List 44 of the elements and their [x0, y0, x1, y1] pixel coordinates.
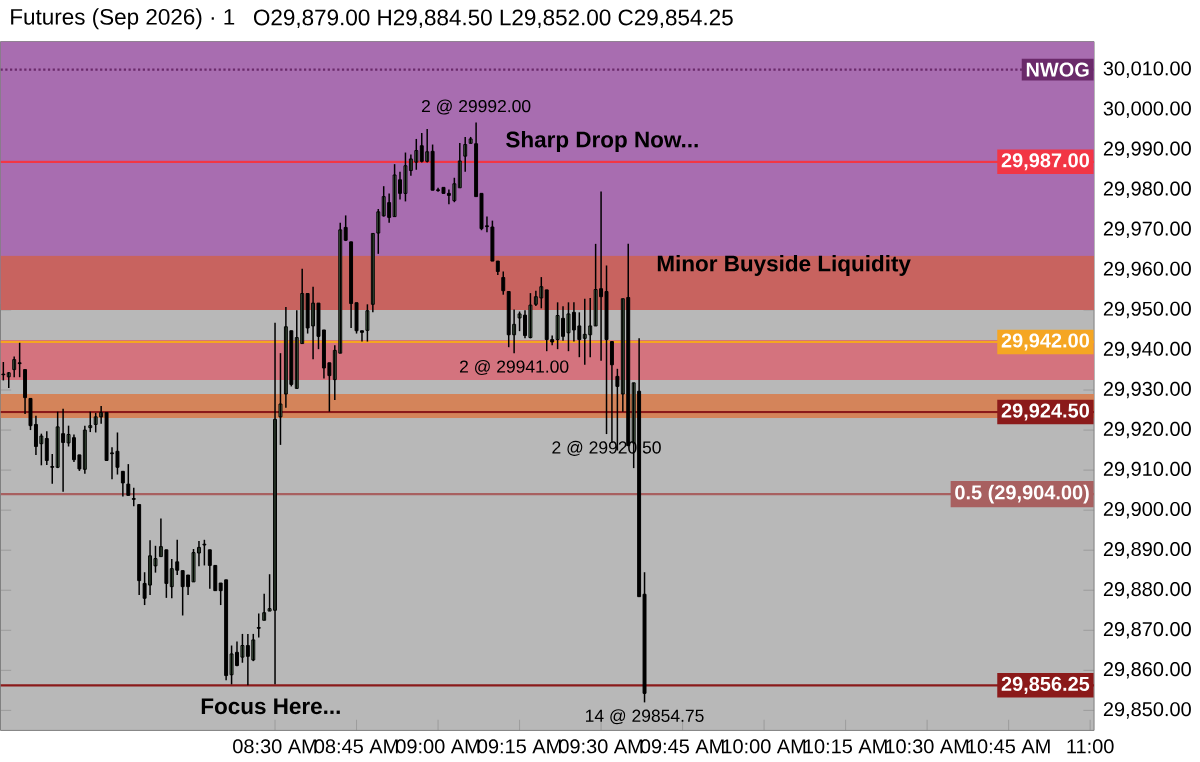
x-tick-label: 10:45 AM	[967, 739, 1050, 754]
y-tick-label: 29,900.00	[1103, 502, 1191, 519]
y-tick-label: 29,880.00	[1103, 582, 1191, 599]
annotation: Focus Here...	[201, 698, 340, 715]
y-tick-label: 29,870.00	[1103, 622, 1191, 639]
candlestick	[17, 342, 22, 379]
y-tick-label: 29,910.00	[1103, 462, 1191, 479]
y-tick-label: 29,860.00	[1103, 662, 1191, 679]
chart-subtitle: O29,879.00 H29,884.50 L29,852.00 C29,854.25	[253, 9, 733, 29]
candlestick	[202, 539, 207, 567]
chart-title: Futures (Sep 2026) · 1	[11, 8, 235, 30]
y-tick-label: 29,850.00	[1103, 702, 1191, 719]
x-tick-label: 10:30 AM	[885, 739, 969, 754]
annotation: 2 @ 29941.00	[459, 360, 569, 376]
y-tick-label: 29,930.00	[1103, 381, 1191, 399]
y-tick-label: 29,890.00	[1103, 542, 1191, 559]
candlestick	[278, 352, 283, 446]
x-tick-label: 10:15 AM	[804, 739, 887, 754]
y-tick-label: 30,010.00	[1103, 61, 1191, 79]
ref-line-label: 29,924.50	[1001, 403, 1089, 421]
ref-line-label: 29,856.25	[1001, 677, 1090, 695]
ref-line-label: 29,987.00	[1001, 153, 1089, 171]
y-tick-label: 29,980.00	[1103, 181, 1191, 199]
ref-line-label: 0.5 (29,904.00)	[955, 484, 1089, 504]
annotation: Sharp Drop Now...	[506, 131, 698, 153]
ref-line-label: NWOG	[1026, 62, 1089, 77]
x-tick-label: 09:30 AM	[559, 739, 643, 754]
y-tick-label: 29,990.00	[1103, 141, 1191, 159]
candlestick	[256, 612, 261, 639]
annotation: 2 @ 29992.00	[421, 99, 531, 115]
y-tick-label: 30,000.00	[1103, 101, 1191, 119]
x-tick-label: 08:45 AM	[314, 739, 398, 754]
ref-line-label: 29,942.00	[1001, 333, 1089, 351]
y-tick-label: 29,960.00	[1103, 261, 1191, 279]
annotation: 14 @ 29854.75	[586, 709, 704, 725]
x-tick-label: 09:45 AM	[640, 739, 724, 754]
y-tick-label: 29,940.00	[1103, 341, 1191, 359]
y-tick-label: 29,920.00	[1103, 421, 1191, 439]
x-tick-label: 09:15 AM	[477, 739, 561, 754]
x-tick-label: 11:00	[1067, 739, 1114, 754]
y-tick-label: 29,970.00	[1103, 221, 1191, 239]
y-tick-label: 29,950.00	[1103, 301, 1191, 319]
annotation: Minor Buyside Liquidity	[657, 255, 911, 277]
x-tick-label: 10:00 AM	[722, 739, 806, 754]
